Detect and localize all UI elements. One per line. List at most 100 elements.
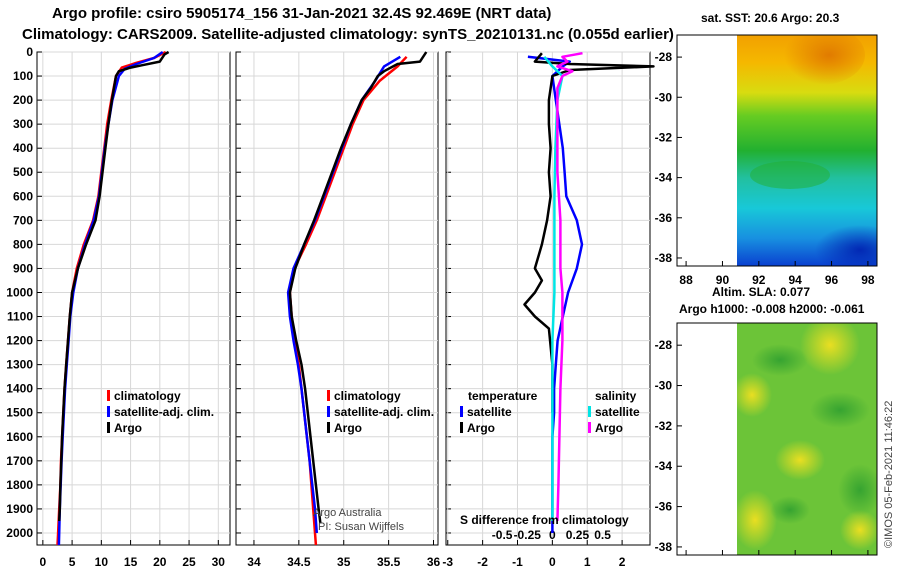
depth-tick-label: 800	[13, 237, 33, 251]
temperature-profile-panel: 0100200300400500600700800900100011001200…	[6, 45, 231, 569]
salinity-profile-panel: 34 34.5 35 35.5 36 climatology satellite-adj…	[235, 51, 441, 569]
sst-map-frame	[676, 34, 878, 267]
sst-lon-ticks: 88 90 92 94 96 98	[679, 261, 875, 287]
depth-tick-label: 1600	[6, 430, 33, 444]
legend-swatch-sal-satellite	[588, 406, 591, 417]
sla-high-patch-4	[737, 490, 777, 550]
legend-label-climatology: climatology	[114, 389, 181, 403]
legend-label-argo: Argo	[114, 421, 142, 435]
sla-map-title: Altim. SLA: 0.077	[712, 285, 810, 299]
legend-label-argo: Argo	[334, 421, 362, 435]
lat-tick-label: -34	[655, 171, 673, 185]
lon-tick-label: 96	[825, 273, 839, 287]
temperature-diff-tick-label: 2	[619, 555, 626, 569]
legend-swatch-climatology	[107, 390, 110, 401]
x-tick-label: 5	[69, 555, 76, 569]
difference-panel: -3 -2 -1 0 1 2 -0.5 -0.25 0 0.25 0.5 temperature s…	[442, 51, 655, 569]
depth-tick-label: 900	[13, 261, 33, 275]
depth-tick-label: 700	[13, 213, 33, 227]
temperature-diff-tick-label: 1	[584, 555, 591, 569]
sla-low-patch-1	[752, 344, 808, 376]
temperature-plot-frame	[36, 51, 231, 546]
lat-tick-label: -30	[655, 90, 673, 104]
legend-swatch-argo	[327, 422, 330, 433]
depth-tick-label: 500	[13, 165, 33, 179]
lat-tick-label: -36	[655, 211, 673, 225]
difference-axis-ticks: -3 -2 -1 0 1 2 -0.5 -0.25 0 0.25 0.5	[442, 528, 625, 569]
depth-tick-label: 1400	[6, 382, 33, 396]
salinity-axis-ticks: 34 34.5 35 35.5 36	[247, 555, 440, 569]
sst-warm-patch	[775, 35, 865, 85]
difference-xlabel: S difference from climatology	[460, 513, 629, 527]
lat-tick-label: -28	[655, 50, 673, 64]
temperature-diff-tick-label: -1	[512, 555, 523, 569]
sst-cold-patch	[815, 225, 877, 266]
depth-tick-label: 1100	[7, 310, 33, 324]
series-line-argo	[57, 50, 170, 522]
header-title-line2: Climatology: CARS2009. Satellite-adjuste…	[22, 26, 674, 43]
lon-tick-label: 88	[679, 273, 693, 287]
sla-lon-ticks	[685, 550, 869, 555]
x-tick-label: 25	[182, 555, 196, 569]
depth-tick-label: 0	[26, 45, 33, 59]
legend-swatch-satellite-adj	[327, 406, 330, 417]
depth-tick-label: 1700	[6, 454, 33, 468]
x-tick-label: 35.5	[377, 555, 401, 569]
depth-axis-ticks: 0 100 200 300 400 500 600 700 800 900 1000 1100 1200…	[6, 45, 33, 540]
temperature-legend: climatology satellite-adj. clim. Argo	[107, 389, 214, 435]
x-tick-label: 30	[212, 555, 226, 569]
x-tick-label: 0	[40, 555, 47, 569]
legend-swatch-temp-satellite	[460, 406, 463, 417]
legend-heading-salinity: salinity	[595, 389, 637, 403]
salinity-diff-tick-label: 0	[549, 528, 556, 542]
salinity-diff-tick-label: 0.25	[566, 528, 590, 542]
depth-tick-label: 200	[13, 93, 33, 107]
sst-lat-ticks: -28 -30 -32 -34 -36 -38	[655, 50, 682, 265]
legend-label-satellite-adj: satellite-adj. clim.	[114, 405, 214, 419]
sst-map-panel: sat. SST: 20.6 Argo: 20.3 -28 -30 -32 -34 -3…	[655, 11, 878, 287]
depth-tick-label: 600	[13, 189, 33, 203]
lon-tick-label: 98	[861, 273, 875, 287]
sla-heatmap	[737, 323, 877, 555]
x-tick-label: 20	[153, 555, 167, 569]
x-tick-label: 34.5	[287, 555, 311, 569]
difference-lines	[523, 51, 655, 533]
lat-tick-label: -32	[655, 419, 673, 433]
legend-label-sal-argo: Argo	[595, 421, 623, 435]
sla-high-patch-3	[775, 440, 825, 480]
lat-tick-label: -34	[655, 459, 673, 473]
legend-label-temp-satellite: satellite	[467, 405, 512, 419]
legend-label-temp-argo: Argo	[467, 421, 495, 435]
sla-high-patch-2	[737, 373, 772, 417]
salinity-diff-tick-label: -0.5	[492, 528, 513, 542]
legend-swatch-sal-argo	[588, 422, 591, 433]
legend-label-climatology: climatology	[334, 389, 401, 403]
temperature-diff-tick-label: -2	[477, 555, 488, 569]
temperature-gridlines	[37, 51, 230, 545]
sla-high-patch-1	[800, 323, 860, 375]
credit-org: Argo Australia	[313, 507, 382, 519]
x-tick-label: 34	[247, 555, 261, 569]
series-line-satellite-adj-clim-	[57, 50, 164, 546]
sla-low-patch-2	[810, 392, 870, 428]
depth-tick-label: 400	[13, 141, 33, 155]
lon-tick-label: 94	[789, 273, 803, 287]
header-title-line1: Argo profile: csiro 5905174_156 31-Jan-2…	[52, 5, 552, 22]
sla-map-panel: Altim. SLA: 0.077 Argo h1000: -0.008 h20…	[655, 285, 878, 556]
x-tick-label: 15	[124, 555, 138, 569]
lon-tick-label: 92	[752, 273, 766, 287]
legend-label-sal-satellite: satellite	[595, 405, 640, 419]
sst-heatmap	[737, 35, 877, 266]
lat-tick-label: -38	[655, 251, 673, 265]
legend-label-satellite-adj: satellite-adj. clim.	[334, 405, 434, 419]
sla-lat-ticks: -28 -30 -32 -34 -36 -38	[655, 338, 682, 554]
legend-swatch-climatology	[327, 390, 330, 401]
temperature-axis-ticks: 0 5 10 15 20 25 30	[40, 555, 226, 569]
x-tick-label: 36	[427, 555, 441, 569]
sla-map-frame	[676, 322, 878, 556]
depth-tick-label: 1200	[6, 334, 33, 348]
sla-map-subtitle: Argo h1000: -0.008 h2000: -0.061	[679, 302, 865, 316]
series-line-temperature-argo	[523, 52, 655, 413]
lat-tick-label: -32	[655, 130, 673, 144]
